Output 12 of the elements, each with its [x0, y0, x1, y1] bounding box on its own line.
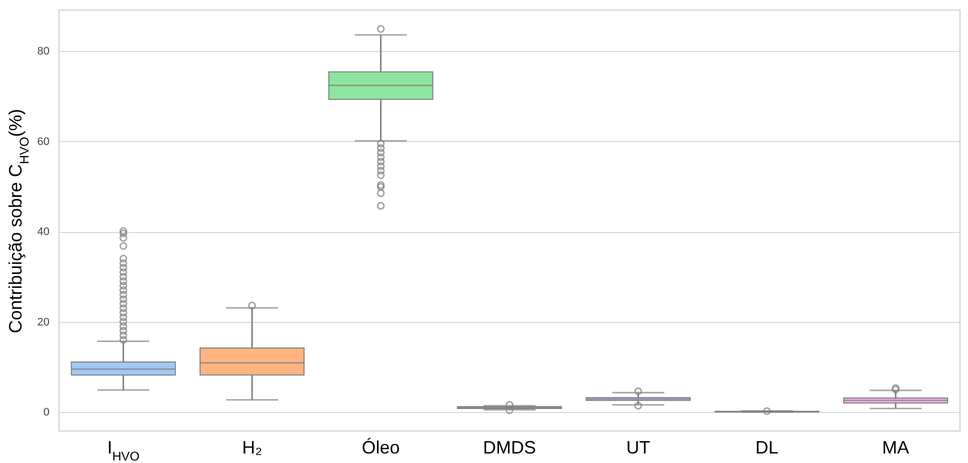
y-tick-label: 0 [43, 406, 50, 419]
x-tick-label: DMDS [483, 438, 536, 458]
y-tick-label: 60 [37, 136, 50, 148]
x-tick-label: UT [626, 438, 650, 458]
y-tick-label: 40 [37, 226, 50, 238]
y-tick-label: 20 [37, 316, 50, 328]
x-tick-label: Óleo [362, 438, 400, 458]
x-tick-label: H₂ [242, 438, 262, 458]
y-tick-label: 80 [37, 46, 50, 58]
x-tick-label: MA [882, 438, 910, 458]
x-tick-label: I$_{HVO}$ [107, 438, 140, 463]
x-tick-label: DL [755, 438, 778, 458]
